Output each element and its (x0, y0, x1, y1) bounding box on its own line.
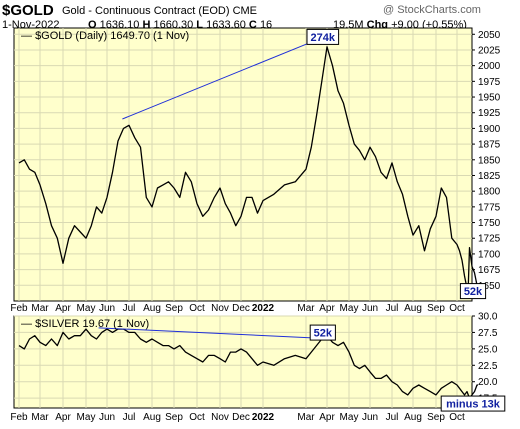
symbol-title: $GOLD (2, 2, 54, 19)
gold-callout-box-2 (459, 283, 487, 300)
silver-xtick-label-3: May (77, 412, 96, 423)
gold-ytick-label-16: 2050 (478, 30, 501, 41)
high-label: H (142, 19, 151, 31)
gold-price-line (18, 46, 478, 296)
silver-callout-text-1: 52k (314, 328, 333, 340)
gold-legend-text: $GOLD (Daily) 1649.70 (1 Nov) (35, 30, 190, 42)
silver-ytick-label-1: 20.0 (478, 377, 498, 388)
gold-ytick-label-3: 1725 (478, 234, 501, 245)
silver-callout-box-1 (309, 324, 336, 341)
gold-xtick-label-8: Oct (189, 303, 205, 314)
gold-ytick-label-11: 1925 (478, 108, 501, 119)
silver-xtick-label-16: Jul (386, 412, 399, 423)
silver-xtick-label-7: Sep (165, 412, 183, 423)
gold-xtick-label-18: Sep (427, 303, 445, 314)
gold-xtick-label-13: Apr (319, 303, 335, 314)
silver-xtick-label-11: 2022 (252, 412, 275, 423)
gold-ytick-label-14: 2000 (478, 61, 501, 72)
gold-legend: — $GOLD (Daily) 1649.70 (1 Nov) (21, 30, 189, 42)
gold-xtick-label-2: Apr (55, 303, 71, 314)
gold-xtick-label-17: Aug (404, 303, 422, 314)
silver-xtick-label-19: Oct (449, 412, 465, 423)
gold-ytick-label-10: 1900 (478, 124, 501, 135)
silver-xtick-label-2: Apr (55, 412, 71, 423)
silver-xtick-label-10: Dec (232, 412, 250, 423)
gold-xtick-label-3: May (77, 303, 96, 314)
silver-xtick-label-12: Mar (297, 412, 315, 423)
gold-xtick-label-0: Feb (10, 303, 28, 314)
gold-ytick-label-0: 1650 (478, 281, 501, 292)
gold-ytick-label-8: 1850 (478, 155, 501, 166)
silver-ytick-label-5: 30.0 (478, 312, 498, 323)
gold-ytick-label-2: 1700 (478, 249, 501, 260)
watermark: @ StockCharts.com (383, 4, 481, 16)
gold-ytick-label-5: 1775 (478, 202, 501, 213)
gold-xtick-label-14: May (340, 303, 359, 314)
silver-ytick-label-4: 27.5 (478, 328, 498, 339)
gold-trendline-0 (122, 36, 323, 120)
silver-xtick-label-17: Aug (404, 412, 422, 423)
close-label: C (248, 19, 257, 31)
silver-callout-text-2: minus 13k (446, 399, 501, 411)
gold-callout-box-1 (306, 28, 340, 45)
low-label: L (196, 19, 204, 31)
silver-xtick-label-18: Sep (427, 412, 445, 423)
silver-xtick-label-9: Nov (211, 412, 229, 423)
exchange-text: CME (232, 5, 258, 17)
gold-plot-area (13, 27, 473, 302)
silver-trendline-0 (98, 327, 323, 339)
silver-xtick-label-4: Jun (99, 412, 115, 423)
gold-callout-text-2: 52k (464, 286, 483, 298)
gold-ytick-label-6: 1800 (478, 187, 501, 198)
silver-plot-area (13, 315, 473, 409)
gold-legend-dash: — (21, 30, 32, 42)
gold-xtick-label-9: Nov (211, 303, 229, 314)
silver-legend-dash: — (21, 318, 32, 330)
gold-xtick-label-16: Jul (386, 303, 399, 314)
gold-ytick-label-12: 1950 (478, 93, 501, 104)
open-label: O (88, 19, 97, 31)
gold-xtick-label-12: Mar (297, 303, 315, 314)
silver-legend-text: $SILVER 19.67 (1 Nov) (35, 318, 150, 330)
symbol-description: Gold - Continuous Contract (EOD) CME (62, 5, 257, 17)
gold-xtick-label-4: Jun (99, 303, 115, 314)
silver-xtick-label-6: Aug (143, 412, 161, 423)
gold-xtick-label-6: Aug (143, 303, 161, 314)
gold-ytick-label-15: 2025 (478, 45, 501, 56)
silver-xtick-label-0: Feb (10, 412, 28, 423)
gold-ytick-label-1: 1675 (478, 265, 501, 276)
gold-xtick-label-15: Jun (362, 303, 378, 314)
gold-xtick-label-5: Jul (123, 303, 136, 314)
silver-xtick-label-15: Jun (362, 412, 378, 423)
silver-price-line (18, 328, 478, 399)
gold-ytick-label-9: 1875 (478, 140, 501, 151)
silver-ytick-label-3: 25.0 (478, 344, 498, 355)
silver-callout-box-2 (440, 395, 506, 412)
gold-xtick-label-10: Dec (232, 303, 250, 314)
gold-callout-text-1: 274k (311, 32, 336, 44)
silver-xtick-label-1: Mar (31, 412, 49, 423)
silver-ytick-label-2: 22.5 (478, 361, 498, 372)
gold-xtick-label-19: Oct (449, 303, 465, 314)
silver-xtick-label-5: Jul (123, 412, 136, 423)
gold-xtick-label-7: Sep (165, 303, 183, 314)
description-text: Gold - Continuous Contract (EOD) (62, 5, 230, 17)
gold-ytick-label-7: 1825 (478, 171, 501, 182)
silver-xtick-label-13: Apr (319, 412, 335, 423)
gold-xtick-label-11: 2022 (252, 303, 275, 314)
silver-legend: — $SILVER 19.67 (1 Nov) (21, 318, 149, 330)
gold-ytick-label-4: 1750 (478, 218, 501, 229)
gold-ytick-label-13: 1975 (478, 77, 501, 88)
silver-xtick-label-14: May (340, 412, 359, 423)
silver-xtick-label-8: Oct (189, 412, 205, 423)
gold-xtick-label-1: Mar (31, 303, 49, 314)
